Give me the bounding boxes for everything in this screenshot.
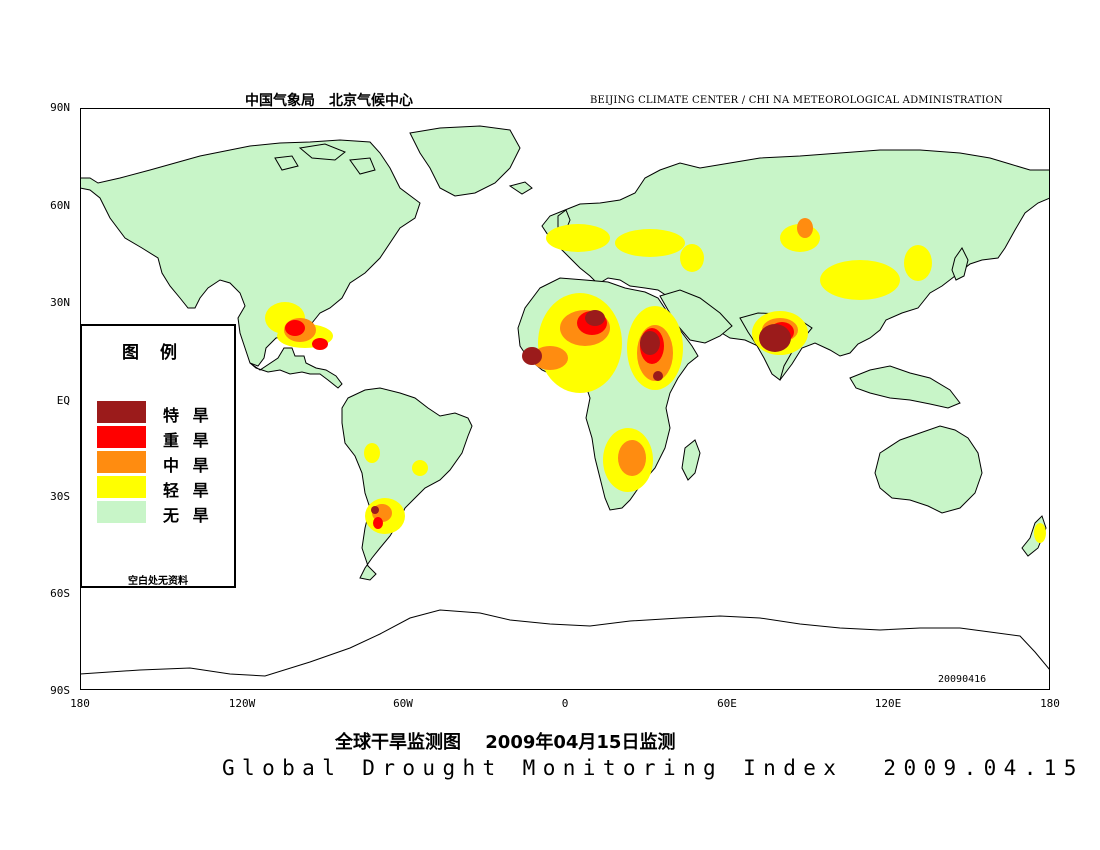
lon-label-60e: 60E xyxy=(717,697,737,710)
land-central-america xyxy=(249,347,343,389)
legend-swatch-none xyxy=(97,501,146,523)
land-canadian-islands xyxy=(274,143,376,175)
land-southeast-asia xyxy=(849,365,961,409)
extreme-drought-areas xyxy=(371,310,791,514)
legend-swatch-mild xyxy=(97,476,146,498)
lat-label-60s: 60S xyxy=(50,587,70,600)
drought-map xyxy=(80,108,1050,690)
legend-note: 空白处无资料 xyxy=(128,576,188,587)
legend-swatch-moderate xyxy=(97,451,146,473)
organization-cn: 中国气象局 北京气候中心 xyxy=(245,93,413,109)
legend-item-extreme: 特 旱 xyxy=(97,401,237,425)
legend-label-none: 无 旱 xyxy=(163,506,213,525)
legend-item-severe: 重 旱 xyxy=(97,426,237,450)
legend: 图 例 特 旱 重 旱 中 旱 轻 旱 无 旱 空白处无资料 xyxy=(80,324,236,588)
lon-label-120e: 120E xyxy=(874,697,902,710)
lon-label-60w: 60W xyxy=(393,697,413,710)
land-japan xyxy=(951,247,969,281)
land-greenland xyxy=(409,125,521,197)
land-australia xyxy=(874,425,983,514)
legend-label-mild: 轻 旱 xyxy=(163,481,213,500)
land-south-america xyxy=(341,387,473,581)
land-iceland xyxy=(508,181,533,195)
lat-label-90n: 90N xyxy=(50,101,70,114)
datestamp: 20090416 xyxy=(938,674,987,685)
legend-item-none: 无 旱 xyxy=(97,501,237,525)
organization-en: BEIJING CLIMATE CENTER / CHI NA METEOROL… xyxy=(590,95,1003,106)
lat-label-60n: 60N xyxy=(50,199,70,212)
lat-label-eq: EQ xyxy=(56,394,70,407)
legend-label-moderate: 中 旱 xyxy=(163,456,213,475)
drought-areas xyxy=(265,218,1046,543)
lat-label-30n: 30N xyxy=(50,296,70,309)
legend-item-moderate: 中 旱 xyxy=(97,451,237,475)
lat-label-90s: 90S xyxy=(50,684,70,697)
legend-swatch-severe xyxy=(97,426,146,448)
legend-swatch-extreme xyxy=(97,401,146,423)
antarctica-outline xyxy=(80,609,1050,677)
lon-label-120w: 120W xyxy=(228,697,256,710)
lat-label-30s: 30S xyxy=(50,490,70,503)
legend-item-mild: 轻 旱 xyxy=(97,476,237,500)
title-cn: 全球干旱监测图 2009年04月15日监测 xyxy=(335,732,676,753)
title-en: Global Drought Monitoring Index 2009.04.… xyxy=(222,756,1084,780)
legend-label-severe: 重 旱 xyxy=(163,431,213,450)
lon-label-180w: 180 xyxy=(70,697,90,710)
land-madagascar xyxy=(681,439,701,481)
legend-title: 图 例 xyxy=(122,343,179,363)
lon-label-0: 0 xyxy=(561,697,569,710)
lon-label-180e: 180 xyxy=(1040,697,1060,710)
legend-label-extreme: 特 旱 xyxy=(163,406,213,425)
